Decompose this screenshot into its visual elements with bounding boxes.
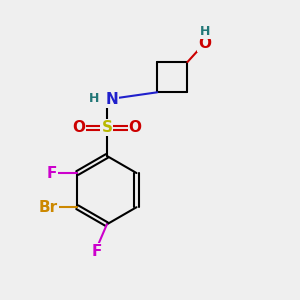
Text: O: O bbox=[72, 120, 85, 135]
Text: H: H bbox=[200, 25, 210, 38]
Text: S: S bbox=[101, 120, 112, 135]
Text: O: O bbox=[129, 120, 142, 135]
Text: Br: Br bbox=[39, 200, 58, 215]
Text: F: F bbox=[46, 166, 57, 181]
Text: N: N bbox=[105, 92, 118, 107]
Text: F: F bbox=[91, 244, 102, 259]
Text: H: H bbox=[89, 92, 100, 105]
Text: O: O bbox=[198, 36, 211, 51]
